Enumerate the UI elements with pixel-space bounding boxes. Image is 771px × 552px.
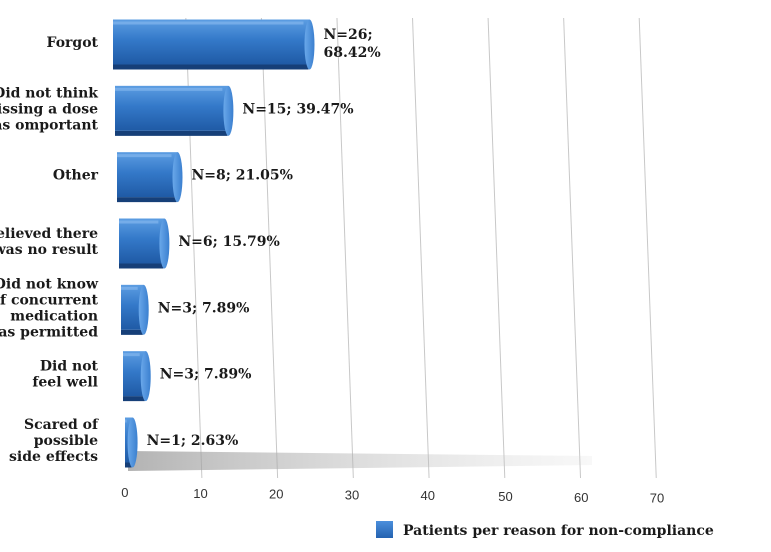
category-labels: Forgot Did not thinkmissing a dosewas omp… — [0, 35, 99, 465]
data-label: N=1; 2.63% — [147, 433, 239, 449]
category-label-line: missing a dose — [0, 101, 98, 117]
category-label-line: Believed there — [0, 226, 98, 242]
data-label: N=8; 21.05% — [191, 168, 292, 184]
x-tick-label: 40 — [421, 488, 435, 503]
data-label: N=26; 68.42% — [323, 27, 380, 61]
bar — [115, 85, 229, 131]
bar-highlight — [117, 154, 172, 158]
category-label: Scared of possible side effects — [9, 417, 99, 465]
bars — [113, 19, 315, 468]
legend: Patients per reason for non-compliance — [376, 521, 714, 539]
bar-group — [113, 19, 315, 70]
data-label: N=3; 7.89% — [158, 300, 250, 316]
data-label-line: 68.42% — [323, 45, 380, 61]
category-label-line: Did not think — [0, 85, 98, 101]
x-tick-label: 60 — [574, 490, 588, 505]
bar-depth — [123, 396, 146, 402]
category-label-line: was no result — [0, 242, 99, 258]
category-label: Other — [53, 168, 99, 184]
bar-depth — [113, 64, 310, 70]
bar-highlight — [115, 87, 223, 91]
bar-depth — [121, 329, 144, 335]
x-tick-label: 30 — [345, 487, 359, 502]
legend-label: Patients per reason for non-compliance — [403, 523, 714, 539]
category-label-line: Forgot — [47, 35, 99, 51]
bar — [121, 284, 144, 330]
category-label-line: Other — [53, 168, 99, 184]
gridline — [336, 17, 354, 479]
data-label-line: N=8; 21.05% — [191, 168, 292, 184]
category-label-line: was omportant — [0, 117, 99, 133]
bar-group — [117, 152, 183, 203]
bar-end-cap — [138, 284, 149, 335]
data-label-line: N=26; — [323, 27, 372, 43]
bar-highlight — [113, 21, 304, 25]
data-label: N=3; 7.89% — [160, 367, 252, 383]
bar-depth — [115, 130, 229, 136]
bar-end-cap — [172, 152, 183, 203]
bar-group — [119, 218, 170, 269]
gridline — [412, 17, 430, 479]
bar — [119, 218, 165, 264]
x-tick-label: 20 — [269, 487, 283, 502]
data-label-line: N=1; 2.63% — [147, 433, 239, 449]
data-labels: N=26; 68.42% N=15; 39.47% N=8; 21.05% N=6; 1… — [147, 27, 381, 449]
legend-swatch — [376, 521, 393, 538]
category-label-line: Did not know — [0, 276, 99, 292]
category-label: Did not thinkmissing a dosewas omportant — [0, 85, 99, 133]
data-label: N=15; 39.47% — [242, 101, 353, 117]
data-label-line: N=6; 15.79% — [178, 234, 279, 250]
bar — [123, 351, 146, 397]
bar-end-cap — [223, 85, 234, 136]
bar-group — [121, 284, 149, 335]
category-label-line: possible — [34, 433, 98, 449]
bar-end-cap — [127, 417, 138, 468]
category-label: Did not feel well — [32, 359, 98, 391]
bar-group — [115, 85, 234, 136]
category-label-line: if concurrent — [0, 292, 99, 308]
data-label-line: N=15; 39.47% — [242, 101, 353, 117]
gridlines — [185, 17, 657, 479]
gridline — [563, 17, 582, 479]
category-label-line: was permitted — [0, 324, 98, 340]
x-tick-label: 10 — [193, 486, 207, 501]
x-tick-label: 70 — [650, 491, 664, 506]
data-label-line: N=3; 7.89% — [160, 367, 252, 383]
x-tick-label: 50 — [498, 489, 512, 504]
shadow-strip — [128, 451, 592, 471]
bar-highlight — [123, 353, 140, 357]
category-label: Forgot — [47, 35, 99, 51]
bar-highlight — [119, 220, 159, 224]
bar-highlight — [121, 286, 138, 290]
gridline — [638, 17, 657, 479]
gridline — [487, 17, 506, 479]
bar-group — [123, 351, 151, 402]
category-label-line: side effects — [9, 449, 98, 465]
bar-end-cap — [159, 218, 170, 269]
bar-end-cap — [140, 351, 151, 402]
bar-end-cap — [304, 19, 315, 70]
category-label-line: Scared of — [24, 417, 99, 433]
bar — [113, 19, 310, 65]
category-label-line: feel well — [32, 375, 98, 391]
floor-shadow — [128, 451, 592, 471]
bar — [117, 152, 178, 198]
x-tick-label: 0 — [121, 485, 128, 500]
data-label-line: N=3; 7.89% — [158, 300, 250, 316]
gridline — [260, 17, 279, 479]
bar-depth — [117, 197, 178, 203]
category-label-line: medication — [10, 308, 98, 324]
bar-group — [125, 417, 138, 468]
bar-highlight — [125, 419, 127, 423]
category-label-line: Did not — [40, 359, 99, 375]
bar-depth — [119, 263, 165, 269]
data-label: N=6; 15.79% — [178, 234, 279, 250]
x-axis-ticks: 0 10 20 30 40 50 60 70 — [121, 485, 664, 506]
